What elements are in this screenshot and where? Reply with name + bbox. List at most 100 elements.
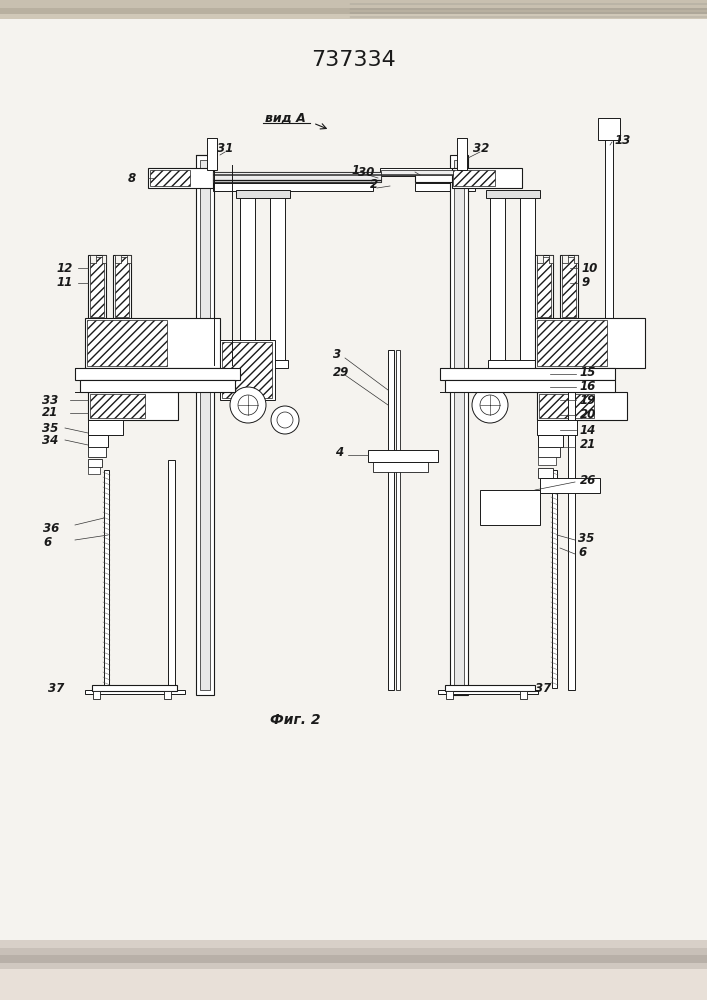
Bar — [542, 480, 597, 491]
Bar — [90, 422, 120, 433]
Bar — [127, 255, 131, 263]
Bar — [270, 193, 285, 363]
Bar — [0, 14, 707, 19]
Bar — [113, 255, 131, 320]
Bar — [549, 255, 553, 263]
Bar — [0, 948, 707, 955]
Bar — [213, 172, 381, 182]
Text: 37: 37 — [535, 682, 551, 694]
Text: 35: 35 — [42, 422, 58, 434]
Bar — [457, 138, 467, 170]
Bar — [537, 320, 607, 366]
Bar — [0, 963, 707, 969]
Circle shape — [271, 406, 299, 434]
Bar — [574, 255, 578, 263]
Bar — [396, 350, 400, 690]
Bar — [213, 172, 381, 182]
Text: 32: 32 — [473, 141, 489, 154]
Bar — [446, 691, 453, 699]
Text: Фиг. 2: Фиг. 2 — [270, 713, 320, 727]
Bar — [368, 450, 438, 462]
Text: 33: 33 — [42, 393, 58, 406]
Bar — [240, 193, 255, 363]
Bar — [75, 368, 240, 380]
Bar — [85, 690, 185, 694]
Text: 19: 19 — [580, 393, 596, 406]
Bar — [104, 470, 109, 685]
Text: 16: 16 — [580, 379, 596, 392]
Bar — [560, 255, 578, 320]
Bar — [599, 119, 619, 139]
Bar — [82, 382, 232, 390]
Bar — [538, 457, 556, 465]
Text: 3: 3 — [333, 349, 341, 361]
Bar — [445, 380, 615, 392]
Bar — [90, 255, 96, 263]
Bar — [370, 452, 435, 460]
Bar — [87, 320, 167, 366]
Bar — [568, 390, 575, 690]
Bar — [115, 257, 129, 317]
Text: 37: 37 — [48, 682, 64, 694]
Text: 11: 11 — [57, 276, 74, 290]
Bar — [552, 470, 557, 688]
Bar — [442, 370, 612, 378]
Bar — [150, 170, 190, 186]
Bar — [88, 420, 123, 435]
Bar — [238, 360, 288, 368]
Bar — [213, 183, 373, 191]
Text: 31: 31 — [217, 141, 233, 154]
Circle shape — [472, 387, 508, 423]
Bar — [77, 370, 237, 378]
Bar — [80, 380, 235, 392]
Bar — [0, 940, 707, 948]
Bar — [538, 435, 563, 447]
Bar — [102, 255, 106, 263]
Bar — [453, 170, 495, 186]
Bar — [88, 467, 100, 474]
Bar — [168, 460, 175, 685]
Bar — [200, 160, 210, 690]
Bar — [540, 435, 558, 443]
Bar — [93, 691, 100, 699]
Bar — [88, 435, 108, 447]
Bar — [88, 447, 106, 457]
Bar — [388, 350, 394, 690]
Bar — [562, 257, 576, 317]
Text: 6: 6 — [578, 546, 586, 558]
Text: 737334: 737334 — [311, 50, 396, 70]
Bar — [520, 691, 527, 699]
Text: 12: 12 — [57, 261, 74, 274]
Bar — [447, 382, 612, 390]
Text: 34: 34 — [42, 434, 58, 446]
Bar — [454, 160, 464, 690]
Bar — [562, 255, 568, 263]
Bar — [85, 318, 220, 368]
Bar — [535, 255, 553, 320]
Bar — [438, 690, 538, 694]
Text: 30: 30 — [358, 165, 374, 178]
Bar — [535, 318, 645, 368]
Bar — [480, 490, 540, 525]
Bar — [0, 955, 707, 963]
Bar — [90, 394, 145, 418]
Bar — [520, 193, 535, 363]
Text: 15: 15 — [580, 366, 596, 379]
Bar — [380, 168, 455, 176]
Bar — [0, 969, 707, 1000]
Bar — [540, 478, 600, 493]
Bar — [222, 342, 272, 398]
Bar — [537, 257, 551, 317]
Text: 14: 14 — [580, 424, 596, 436]
Text: 26: 26 — [580, 474, 596, 487]
Bar — [236, 190, 290, 198]
Bar — [88, 255, 106, 320]
Bar — [88, 392, 178, 420]
Bar — [486, 190, 540, 198]
Bar — [488, 360, 538, 368]
Text: 35: 35 — [578, 532, 595, 544]
Text: 6: 6 — [43, 536, 51, 550]
Bar — [537, 392, 627, 420]
Bar — [537, 255, 543, 263]
Bar — [605, 138, 613, 358]
